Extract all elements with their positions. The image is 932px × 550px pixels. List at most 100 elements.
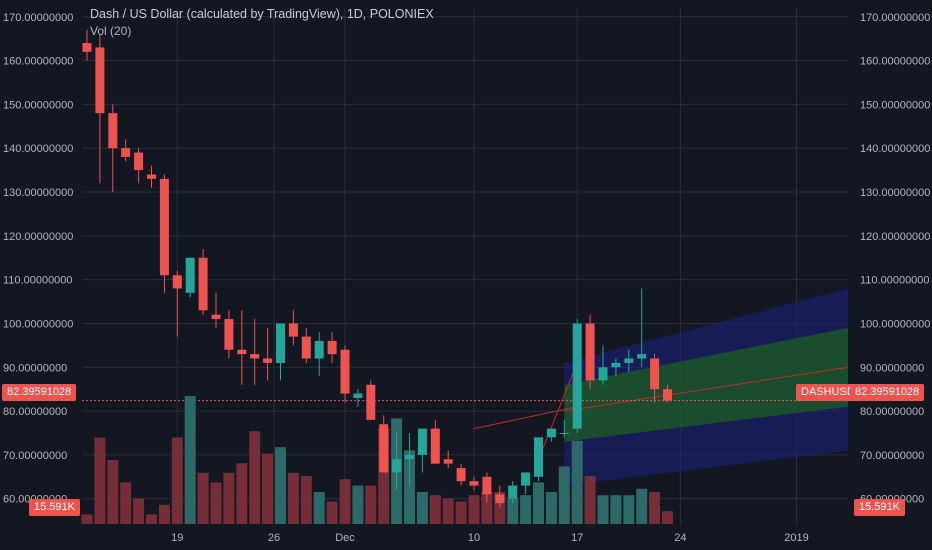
volume-bar	[184, 396, 196, 524]
y-tick-label-right: 150.00000000	[860, 99, 930, 111]
candle	[598, 345, 608, 385]
candle	[288, 310, 298, 346]
symbol-tag: DASHUSD	[796, 384, 860, 401]
candle-body	[250, 354, 260, 359]
candle-body	[508, 485, 518, 499]
volume-bar	[494, 492, 506, 524]
candle	[301, 327, 311, 363]
y-tick-label-right: 170.00000000	[860, 12, 930, 24]
y-tick-label-left: 80.00000000	[3, 406, 67, 418]
x-tick-label: 17	[571, 532, 583, 544]
x-tick-label: 24	[674, 532, 686, 544]
y-tick-label-left: 170.00000000	[3, 12, 73, 24]
candle	[624, 349, 634, 372]
y-tick-label-left: 150.00000000	[3, 99, 73, 111]
candle	[637, 288, 647, 368]
candle-body	[198, 257, 208, 311]
y-tick-label-left: 120.00000000	[3, 231, 73, 243]
candle-body	[108, 113, 118, 149]
candle-body	[546, 428, 556, 438]
candle	[147, 165, 156, 188]
candle-body	[121, 148, 131, 157]
candle	[121, 139, 131, 162]
volume-tag-right: 15.591K	[854, 499, 905, 516]
y-tick-label-left: 160.00000000	[3, 56, 73, 68]
candle	[534, 437, 543, 482]
candle-body	[405, 454, 414, 460]
volume-bar	[262, 453, 274, 524]
volume-bar	[597, 495, 609, 524]
volume-bar	[468, 495, 480, 524]
candle-body	[521, 472, 531, 486]
volume-bar	[623, 495, 635, 524]
candle-body	[585, 323, 595, 381]
y-tick-label-right: 140.00000000	[860, 143, 930, 155]
candle-body	[456, 468, 466, 482]
chart-header: Dash / US Dollar (calculated by TradingV…	[90, 7, 434, 38]
y-tick-label-left: 70.00000000	[3, 450, 67, 462]
candle	[430, 419, 440, 464]
candle-body	[611, 362, 621, 368]
volume-bar	[429, 495, 441, 524]
candle	[379, 415, 389, 473]
candle-body	[559, 432, 569, 434]
volume-bar	[326, 501, 338, 524]
candle	[482, 472, 492, 504]
volume-bar	[584, 476, 596, 524]
candle-body	[353, 393, 363, 398]
volume-bar	[249, 431, 261, 524]
candle-body	[276, 323, 285, 363]
volume-bar	[378, 428, 390, 524]
candle	[663, 384, 672, 403]
trend-line	[473, 406, 578, 430]
volume-bar	[662, 511, 673, 524]
volume-indicator-label: Vol (20)	[90, 24, 132, 38]
current-price-tag-right: 82.39591028	[850, 384, 925, 401]
candle-body	[495, 494, 505, 504]
x-tick-label: 10	[468, 532, 480, 544]
x-tick-label: 26	[268, 532, 280, 544]
x-tick-label: Dec	[335, 532, 355, 544]
volume-bar	[610, 495, 622, 524]
candle-body	[637, 354, 647, 359]
candle	[353, 389, 363, 407]
volume-bar	[120, 482, 132, 524]
candle-body	[82, 43, 92, 52]
volume-bar	[158, 504, 170, 524]
y-tick-label-left: 130.00000000	[3, 187, 73, 199]
candle-body	[340, 349, 350, 394]
candle	[237, 310, 247, 385]
volume-bar	[545, 492, 557, 524]
volume-bar	[133, 498, 145, 524]
volume-bar	[146, 514, 157, 524]
volume-bar	[197, 472, 209, 524]
volume-bar	[442, 498, 454, 524]
volume-bar	[520, 495, 532, 524]
candle	[417, 428, 427, 473]
candle-body	[237, 349, 247, 355]
candle	[366, 380, 376, 420]
candle	[559, 419, 569, 438]
volume-bar	[571, 440, 583, 524]
volume-bar	[455, 501, 467, 524]
candle-body	[147, 174, 156, 179]
y-tick-label-right: 130.00000000	[860, 187, 930, 199]
y-tick-label-right: 70.00000000	[860, 450, 924, 462]
candle	[134, 148, 144, 184]
volume-bar	[352, 485, 364, 524]
candle-body	[663, 389, 672, 401]
volume-bar	[558, 466, 570, 524]
volume-tag-left: 15.591K	[29, 499, 80, 516]
candle	[224, 310, 234, 359]
y-tick-label-left: 140.00000000	[3, 143, 73, 155]
volume-bar	[107, 460, 119, 524]
volume-bar	[649, 492, 661, 524]
volume-bar	[416, 492, 428, 524]
candle-body	[443, 459, 453, 464]
volume-bar	[287, 472, 299, 524]
candle	[327, 332, 337, 363]
candle-body	[417, 428, 427, 455]
y-tick-label-right: 90.00000000	[860, 362, 924, 374]
